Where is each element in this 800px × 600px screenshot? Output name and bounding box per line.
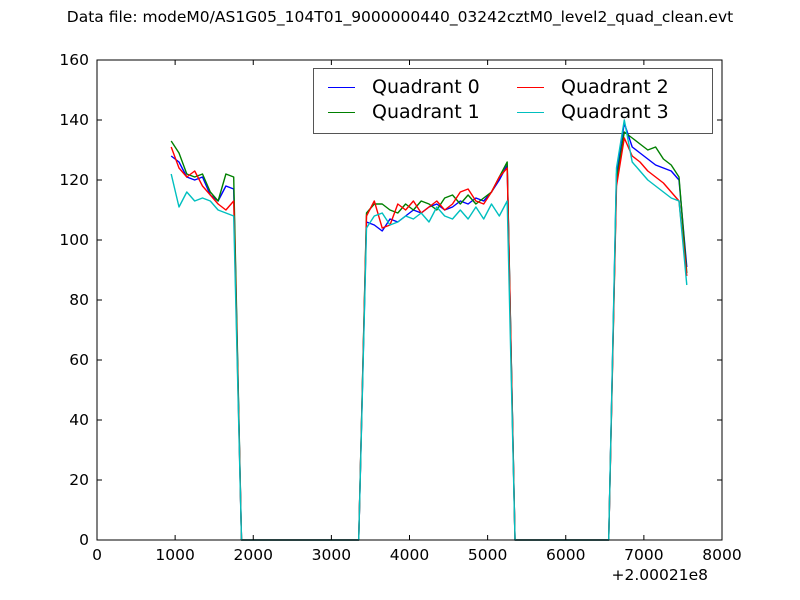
y-tick-label: 140 [59,111,89,129]
legend: Quadrant 0 Quadrant 1 Quadrant 2 Quadran… [313,68,713,134]
y-tick-label: 80 [69,291,89,309]
legend-line-quadrant-0 [328,87,355,88]
x-tick-label: 7000 [624,546,663,564]
legend-item-quadrant-2: Quadrant 2 [517,75,706,100]
legend-line-quadrant-1 [328,112,355,113]
x-tick-label: 4000 [390,546,429,564]
series-line-3 [170,119,688,541]
legend-label-quadrant-0: Quadrant 0 [372,76,480,98]
legend-item-quadrant-3: Quadrant 3 [517,100,706,125]
legend-label-quadrant-3: Quadrant 3 [561,101,669,123]
y-tick-label: 0 [79,531,89,549]
legend-line-quadrant-2 [517,87,544,88]
legend-item-quadrant-0: Quadrant 0 [328,75,517,100]
x-tick-label: 3000 [312,546,351,564]
x-tick-label: 8000 [702,546,741,564]
y-tick-label: 120 [59,171,89,189]
y-tick-label: 40 [69,411,89,429]
x-tick-label: 5000 [468,546,507,564]
x-tick-label: 1000 [155,546,194,564]
y-tick-label: 60 [69,351,89,369]
y-tick-label: 20 [69,471,89,489]
y-tick-label: 160 [59,51,89,69]
legend-label-quadrant-2: Quadrant 2 [561,76,669,98]
legend-line-quadrant-3 [517,112,544,113]
y-tick-label: 100 [59,231,89,249]
legend-item-quadrant-1: Quadrant 1 [328,100,517,125]
x-tick-label: 6000 [546,546,585,564]
x-tick-label: 2000 [234,546,273,564]
chart-title: Data file: modeM0/AS1G05_104T01_90000004… [66,8,734,26]
x-axis-offset-label: +2.00021e8 [612,566,708,584]
plot-frame [96,59,723,541]
legend-label-quadrant-1: Quadrant 1 [372,101,480,123]
x-tick-label: 0 [92,546,102,564]
